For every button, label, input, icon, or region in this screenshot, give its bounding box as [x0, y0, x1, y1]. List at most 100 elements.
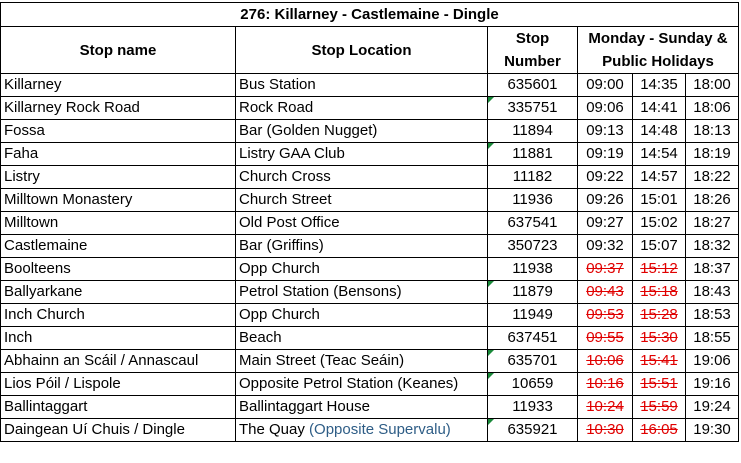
stop-name-cell: Killarney Rock Road: [0, 96, 236, 120]
table-row: Listry Church Cross 11182 09:22 14:57 18:22: [0, 165, 740, 189]
departure-time: 09:22: [577, 165, 633, 189]
departure-time-cancelled: 15:51: [632, 372, 686, 396]
header-stop-location: Stop Location: [235, 26, 488, 74]
departure-time: 18:22: [684, 165, 740, 189]
stop-location-text: Old Post Office: [239, 214, 340, 231]
comment-marker-icon: [488, 143, 494, 149]
departure-time-cancelled: 15:28: [632, 303, 686, 327]
stop-location-cell: The Quay (Opposite Supervalu): [235, 418, 488, 442]
stop-number-text: 11894: [512, 122, 553, 139]
stop-number-text: 11949: [512, 306, 553, 323]
stop-number-cell: 10659: [487, 372, 578, 396]
stop-name-cell: Killarney: [0, 73, 236, 97]
departure-time: 19:24: [684, 395, 740, 419]
stop-name-cell: Faha: [0, 142, 236, 166]
stop-location-text: Opp Church: [239, 306, 320, 323]
stop-number-cell: 335751: [487, 96, 578, 120]
stop-name-cell: Daingean Uí Chuis / Dingle: [0, 418, 236, 442]
stop-number-text: 11938: [512, 260, 553, 277]
stop-number-text: 637451: [507, 329, 558, 346]
table-row: Lios Póil / Lispole Opposite Petrol Stati…: [0, 372, 740, 396]
departure-time-cancelled: 15:30: [632, 326, 686, 350]
stop-location-text: The Quay: [239, 421, 305, 438]
departure-time: 09:26: [577, 188, 633, 212]
stop-location-note: (Opposite Supervalu): [309, 421, 451, 438]
table-row: Abhainn an Scáil / Annascaul Main Street …: [0, 349, 740, 373]
stop-name-cell: Milltown: [0, 211, 236, 235]
stop-location-cell: Opposite Petrol Station (Keanes): [235, 372, 488, 396]
table-row: Boolteens Opp Church 11938 09:37 15:12 18:37: [0, 257, 740, 281]
stop-number-cell: 11879: [487, 280, 578, 304]
departure-time: 09:06: [577, 96, 633, 120]
departure-time: 09:13: [577, 119, 633, 143]
stop-number-cell: 11182: [487, 165, 578, 189]
comment-marker-icon: [488, 281, 494, 287]
departure-time-cancelled: 16:05: [632, 418, 686, 442]
stop-name-cell: Milltown Monastery: [0, 188, 236, 212]
stop-number-text: 11933: [512, 398, 553, 415]
stop-location-cell: Ballintaggart House: [235, 395, 488, 419]
departure-time: 19:30: [684, 418, 740, 442]
departure-time: 09:00: [577, 73, 633, 97]
table-row: Castlemaine Bar (Griffins) 350723 09:32 15:0…: [0, 234, 740, 258]
stop-location-cell: Beach: [235, 326, 488, 350]
stop-number-text: 11182: [512, 168, 553, 185]
stop-number-cell: 635601: [487, 73, 578, 97]
stop-number-text: 635601: [507, 76, 558, 93]
departure-time: 18:00: [684, 73, 740, 97]
table-row: Milltown Monastery Church Street 11936 09:2…: [0, 188, 740, 212]
table-row: Killarney Rock Road Rock Road 335751 09:06 1…: [0, 96, 740, 120]
stop-location-cell: Church Cross: [235, 165, 488, 189]
table-row: Milltown Old Post Office 637541 09:27 15:02 1…: [0, 211, 740, 235]
stop-number-text: 11879: [512, 283, 553, 300]
stop-name-cell: Lios Póil / Lispole: [0, 372, 236, 396]
stop-name-cell: Listry: [0, 165, 236, 189]
stop-number-text: 10659: [511, 375, 554, 392]
stop-number-cell: 350723: [487, 234, 578, 258]
departure-time: 18:55: [684, 326, 740, 350]
stop-name-cell: Boolteens: [0, 257, 236, 281]
departure-time: 18:13: [684, 119, 740, 143]
departure-time: 18:19: [684, 142, 740, 166]
stop-number-cell: 11933: [487, 395, 578, 419]
stop-number-cell: 11881: [487, 142, 578, 166]
departure-time: 18:26: [684, 188, 740, 212]
stop-location-cell: Church Street: [235, 188, 488, 212]
departure-time: 18:43: [684, 280, 740, 304]
departure-time: 14:57: [632, 165, 686, 189]
departure-time-cancelled: 10:06: [577, 349, 633, 373]
header-stop-number: Stop Number: [487, 26, 578, 74]
stop-location-text: Ballintaggart House: [239, 398, 370, 415]
stop-location-cell: Old Post Office: [235, 211, 488, 235]
stop-location-text: Opposite Petrol Station (Keanes): [239, 375, 459, 392]
stop-name-cell: Fossa: [0, 119, 236, 143]
departure-time: 14:54: [632, 142, 686, 166]
departure-time: 19:16: [684, 372, 740, 396]
table-row: Daingean Uí Chuis / Dingle The Quay (Oppo…: [0, 418, 740, 442]
comment-marker-icon: [488, 419, 494, 425]
departure-time-cancelled: 09:43: [577, 280, 633, 304]
departure-time-cancelled: 10:30: [577, 418, 633, 442]
table-row: Inch Church Opp Church 11949 09:53 15:28 18:5…: [0, 303, 740, 327]
departure-time: 18:27: [684, 211, 740, 235]
stop-number-text: 637541: [507, 214, 558, 231]
departure-time: 15:02: [632, 211, 686, 235]
table-row: Ballyarkane Petrol Station (Bensons) 11879…: [0, 280, 740, 304]
departure-time: 18:53: [684, 303, 740, 327]
table-row: Killarney Bus Station 635601 09:00 14:35 18:0…: [0, 73, 740, 97]
stop-name-cell: Ballintaggart: [0, 395, 236, 419]
stop-number-cell: 637451: [487, 326, 578, 350]
stop-number-text: 635701: [507, 352, 558, 369]
table-row: Fossa Bar (Golden Nugget) 11894 09:13 14:48 1…: [0, 119, 740, 143]
departure-time-cancelled: 15:41: [632, 349, 686, 373]
departure-time: 15:01: [632, 188, 686, 212]
departure-time-cancelled: 09:55: [577, 326, 633, 350]
departure-time-cancelled: 15:12: [632, 257, 686, 281]
comment-marker-icon: [488, 373, 494, 379]
table-title: 276: Killarney - Castlemaine - Dingle: [0, 2, 740, 27]
stop-location-cell: Petrol Station (Bensons): [235, 280, 488, 304]
comment-marker-icon: [488, 97, 494, 103]
stop-location-text: Church Street: [239, 191, 332, 208]
departure-time: 09:27: [577, 211, 633, 235]
stop-number-cell: 635701: [487, 349, 578, 373]
